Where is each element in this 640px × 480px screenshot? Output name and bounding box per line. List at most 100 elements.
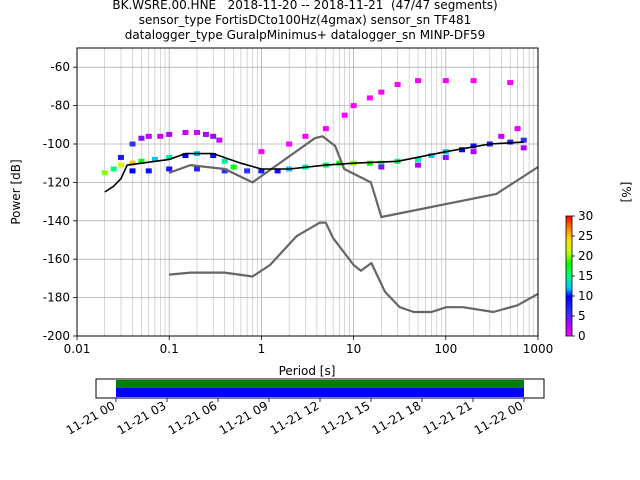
density-cell <box>470 78 477 84</box>
y-tick-label: -120 <box>43 175 70 189</box>
density-cell <box>459 147 466 153</box>
density-cell <box>193 129 200 135</box>
density-cell <box>193 166 200 172</box>
density-cell <box>341 112 348 118</box>
density-cell <box>166 131 173 137</box>
timeline-bar-upper <box>116 380 524 388</box>
noise-model-lines <box>104 135 539 314</box>
density-cell <box>221 158 228 164</box>
x-tick-label: 10 <box>346 342 361 356</box>
density-cell <box>286 141 293 147</box>
x-axis-label: Period [s] <box>279 364 336 378</box>
density-cell <box>129 168 136 174</box>
colorbar-label: [%] <box>619 182 633 203</box>
y-tick-label: -60 <box>50 60 70 74</box>
density-cell <box>470 149 477 155</box>
density-cell <box>322 126 329 132</box>
density-cell <box>302 133 309 139</box>
density-cell <box>110 166 117 172</box>
x-tick-label: 1000 <box>523 342 554 356</box>
density-cell <box>117 162 124 168</box>
density-cell <box>520 137 527 143</box>
mean-line <box>104 141 524 193</box>
density-cell <box>366 95 373 101</box>
x-tick-label: 0.01 <box>64 342 91 356</box>
y-tick-label: -200 <box>43 329 70 343</box>
density-cell <box>151 156 158 162</box>
y-tick-label: -140 <box>43 214 70 228</box>
colorbar <box>565 215 573 337</box>
density-cell <box>378 160 385 166</box>
density-cell <box>166 154 173 160</box>
density-cell <box>415 156 422 162</box>
density-cell <box>394 81 401 87</box>
density-cell <box>274 168 281 174</box>
density-cell <box>244 168 251 174</box>
colorbar-tick-label: 15 <box>578 269 593 283</box>
density-cell <box>415 162 422 168</box>
density-cell <box>145 168 152 174</box>
density-cell <box>129 160 136 166</box>
density-cell <box>210 133 217 139</box>
density-cell <box>498 133 505 139</box>
density-cell <box>202 131 209 137</box>
density-cell <box>428 153 435 159</box>
colorbar-ticks: 0 5 10 15 20 25 30 <box>572 209 593 343</box>
density-cell <box>258 168 265 174</box>
density-cell <box>258 149 265 155</box>
density-cell <box>442 154 449 160</box>
y-tick-label: -80 <box>50 99 70 113</box>
timeline-tick-label: 11-21 06 <box>166 398 220 437</box>
density-cell <box>145 133 152 139</box>
density-cell <box>117 154 124 160</box>
density-cell <box>182 129 189 135</box>
timeline-tick-label: 11-21 12 <box>268 398 322 437</box>
density-cell <box>101 170 108 176</box>
colorbar-tick-label: 25 <box>578 229 593 243</box>
axes: 0.01 0.1 1 10 100 1000 -200 -180 -160 -140 -120 -10… <box>43 60 554 356</box>
density-cell <box>230 164 237 170</box>
density-cell <box>520 145 527 151</box>
density-cell <box>470 143 477 149</box>
density-cell <box>210 153 217 159</box>
y-tick-label: -160 <box>43 252 70 266</box>
y-tick-label: -180 <box>43 291 70 305</box>
timeline-tick-label: 11-21 03 <box>115 398 169 437</box>
chart-title-line-1: BK.WSRE.00.HNE 2018-11-20 -- 2018-11-21 … <box>112 0 498 12</box>
plot-area <box>77 48 538 336</box>
density-cell <box>221 168 228 174</box>
colorbar-tick-label: 30 <box>578 209 593 223</box>
density-cell <box>514 126 521 132</box>
chart-title-line-3: datalogger_type GuralpMinimus+ datalogge… <box>124 28 486 42</box>
new-low-noise-model-line <box>169 221 539 314</box>
timeline-tick-label: 11-21 18 <box>370 398 424 437</box>
y-tick-label: -100 <box>43 137 70 151</box>
density-cell <box>138 158 145 164</box>
new-high-noise-model-line <box>168 135 539 219</box>
timeline-tick-label: 11-21 00 <box>64 398 118 437</box>
density-cell <box>507 80 514 86</box>
density-cell <box>182 153 189 159</box>
timeline-bar-lower <box>116 388 524 397</box>
density-cell <box>157 133 164 139</box>
density-cell <box>336 160 343 166</box>
timeline-tick-label: 11-21 15 <box>319 398 373 437</box>
plot-frame <box>76 47 539 337</box>
density-cell <box>129 141 136 147</box>
density-cell <box>138 135 145 141</box>
timeline-tick-label: 11-22 00 <box>472 398 526 437</box>
colorbar-tick-label: 5 <box>578 309 586 323</box>
colorbar-tick-label: 0 <box>578 329 586 343</box>
density-cell <box>378 164 385 170</box>
density-cell <box>415 78 422 84</box>
density-cell <box>350 103 357 109</box>
density-cell <box>166 166 173 172</box>
timeline-tick-label: 11-21 21 <box>421 398 475 437</box>
y-axis-label: Power [dB] <box>9 159 23 224</box>
density-cell <box>378 89 385 95</box>
x-tick-label: 100 <box>434 342 457 356</box>
colorbar-tick-label: 10 <box>578 289 593 303</box>
